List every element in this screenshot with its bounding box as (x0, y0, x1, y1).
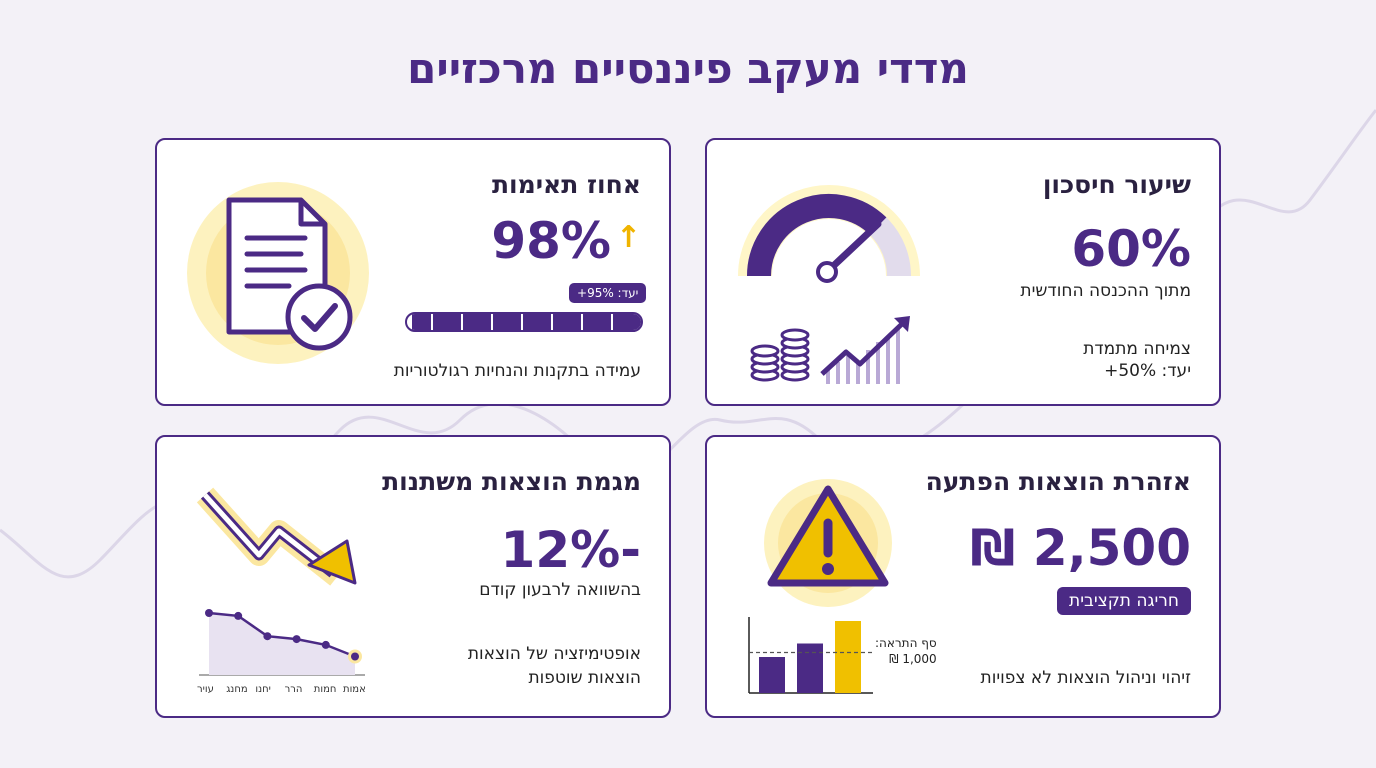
month-label: חמות (313, 684, 337, 695)
compliance-progress-bar (405, 312, 643, 332)
expense-bar (797, 643, 823, 693)
threshold-caption: סף התראה: (875, 636, 937, 650)
card-title: מגמת הוצאות משתנות (382, 467, 641, 496)
unexpected-expense-value: 2,500 ₪ (970, 519, 1191, 577)
trend-area (209, 613, 355, 675)
month-label: מחנג (226, 684, 248, 695)
variable-expense-card: מגמת הוצאות משתנות -12% בהשוואה לרבעון ק… (155, 435, 671, 718)
unexpected-expense-card: אזהרת הוצאות הפתעה 2,500 ₪ חריגה תקציבית… (705, 435, 1221, 718)
savings-rate-card: שיעור חיסכון 60% מתוך ההכנסה החודשית צמי… (705, 138, 1221, 406)
month-label: אמות (343, 684, 366, 695)
trend-point (263, 632, 272, 641)
document-check-icon (187, 182, 369, 364)
warning-icon (764, 479, 892, 607)
savings-rate-subtitle: מתוך ההכנסה החודשית (1020, 281, 1191, 301)
growth-chart-icon (820, 316, 910, 384)
gauge-icon (738, 185, 920, 283)
trend-point (351, 652, 359, 661)
description-line-2: הוצאות שוטפות (528, 668, 641, 688)
expense-bar (759, 657, 785, 693)
variable-expense-value: -12% (500, 521, 641, 579)
trend-point (321, 640, 330, 649)
savings-rate-value: 60% (1071, 220, 1191, 278)
expense-bar (835, 621, 861, 693)
compliance-card: אחוז תאימות 98% ↑ יעד: 95%+ עמידה בתקנות… (155, 138, 671, 406)
month-label: יחנו (255, 684, 271, 695)
expense-bar-chart (748, 617, 873, 694)
budget-overrun-badge: חריגה תקציבית (1057, 587, 1191, 615)
target-badge: יעד: 95%+ (569, 283, 647, 303)
trend-point (292, 635, 301, 644)
month-label: הרר (284, 684, 303, 695)
arrow-up-icon: ↑ (615, 220, 641, 255)
page-title: מדדי מעקב פיננסיים מרכזיים (407, 44, 969, 93)
description-line-1: אופטימיזציה של הוצאות (467, 644, 641, 664)
compliance-value: 98% (491, 212, 611, 270)
expense-trend-chart (199, 609, 365, 676)
variable-expense-subtitle: בהשוואה לרבעון קודם (479, 580, 641, 600)
down-trend-arrow-icon (197, 487, 357, 586)
savings-target: יעד: 50%+ (1104, 361, 1191, 381)
growth-label: צמיחה מתמדת (1083, 339, 1191, 359)
unexpected-expense-description: זיהוי וניהול הוצאות לא צפויות (980, 668, 1191, 688)
card-title: שיעור חיסכון (1042, 170, 1191, 199)
month-label: עויר (197, 684, 214, 695)
threshold-amount: 1,000 ₪ (889, 652, 937, 667)
trend-point (234, 611, 243, 620)
threshold-label: סף התראה: 1,000 ₪ (875, 635, 937, 667)
progress-segments (407, 314, 641, 330)
compliance-description: עמידה בתקנות והנחיות רגולטוריות (393, 361, 641, 381)
trend-point (205, 609, 213, 617)
card-title: אזהרת הוצאות הפתעה (925, 467, 1191, 496)
card-title: אחוז תאימות (491, 170, 641, 199)
trend-line (208, 611, 356, 658)
coins-icon (750, 328, 810, 382)
